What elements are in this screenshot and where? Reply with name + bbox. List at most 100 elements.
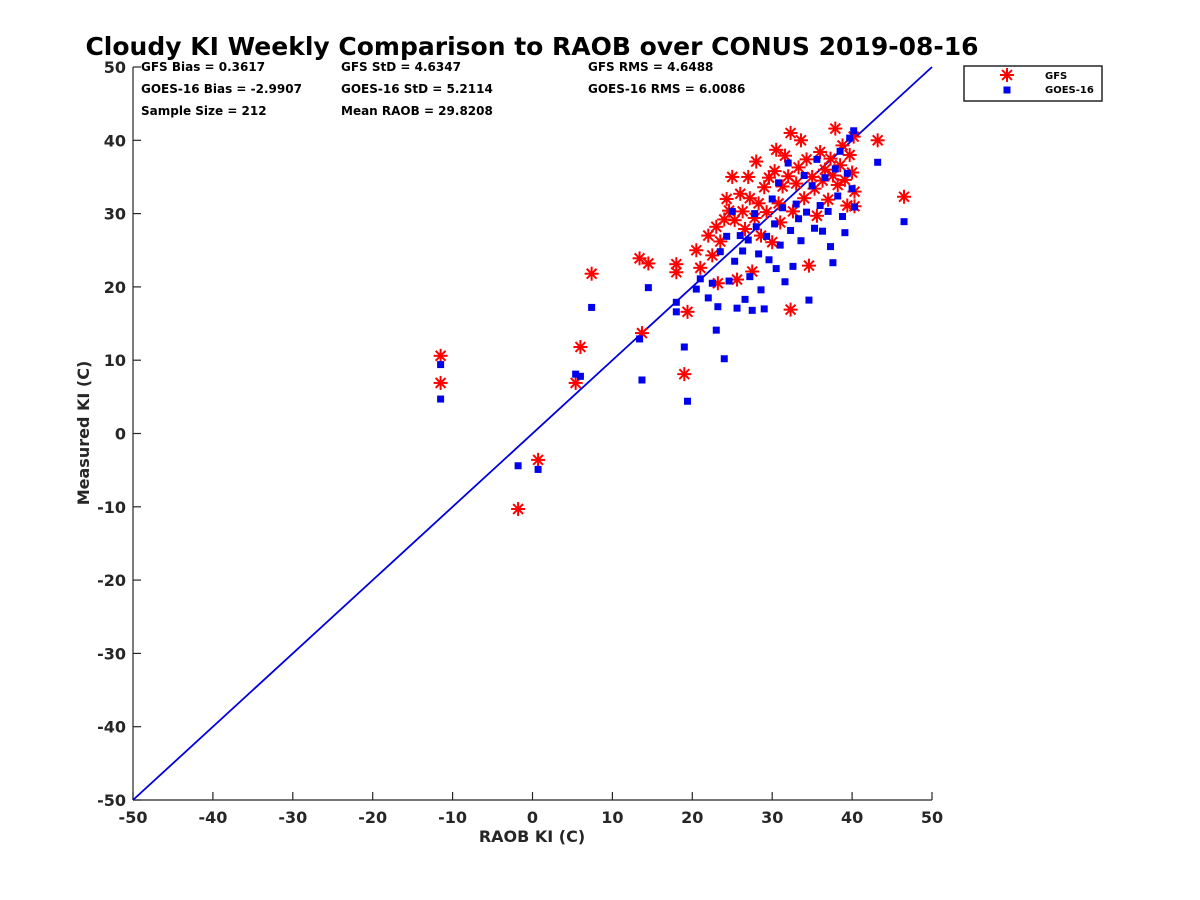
goes16-point [795,215,803,223]
gfs-point [669,265,684,280]
gfs-point [749,154,764,169]
y-tick-label: -50 [97,791,126,810]
goes16-point [834,192,842,200]
goes16-point [900,218,908,226]
series-layer [433,121,912,516]
goes16-point [760,305,768,313]
goes16-point [765,256,773,264]
goes16-point [784,159,792,167]
goes16-point [821,174,829,182]
goes16-point [680,343,688,351]
series-gfs [433,121,912,516]
goes16-point [636,335,644,343]
legend-goes16-square [1003,86,1011,94]
goes16-point [874,158,882,166]
stat-mean-raob: Mean RAOB = 29.8208 [341,104,493,118]
chart-title: Cloudy KI Weekly Comparison to RAOB over… [85,32,978,61]
goes16-point [638,376,646,384]
goes16-point [672,298,680,306]
gfs-point [751,196,766,211]
goes16-point [752,223,760,231]
goes16-point [741,295,749,303]
gfs-point [433,375,448,390]
goes16-point [768,195,776,203]
gfs-point [759,205,774,220]
gfs-point [573,340,588,355]
gfs-point [783,125,798,140]
goes16-point [839,213,847,221]
gfs-point [689,243,704,258]
x-tick-label: -50 [119,808,148,827]
x-tick-label: 0 [527,808,538,827]
series-goes-16 [437,127,908,473]
goes16-point [714,303,722,311]
statistics-annotations: GFS Bias = 0.3617 GFS StD = 4.6347 GFS R… [141,60,745,118]
x-tick-label: -30 [278,808,307,827]
gfs-point [767,164,782,179]
goes16-point [644,284,652,292]
legend-goes16-marker [1003,86,1011,94]
goes16-point [781,278,789,286]
y-tick-label: 30 [104,205,126,224]
gfs-point [705,248,720,263]
legend-box [963,65,1103,102]
gfs-point [727,213,742,228]
gfs-point [809,208,824,223]
gfs-point [813,145,828,160]
x-tick-label: -40 [198,808,227,827]
goes16-point [850,203,858,211]
goes16-point [819,227,827,235]
goes16-point [816,202,824,210]
gfs-point [433,348,448,363]
x-tick-label: 40 [841,808,863,827]
gfs-point [897,189,912,204]
goes16-point [723,232,731,240]
goes16-point [779,204,787,212]
x-tick-label: 10 [601,808,623,827]
gfs-point [793,133,808,148]
goes16-point [514,462,522,470]
legend: GFS GOES-16 [963,65,1103,102]
goes16-point [588,303,596,311]
plot-area: -50 -40 -30 -20 -10 0 10 20 30 40 50 -50-40-30-20-… [97,58,943,827]
x-tick-label: 20 [681,808,703,827]
goes16-point [744,236,752,244]
stat-sample-size: Sample Size = 212 [141,104,267,118]
gfs-point [677,367,692,382]
gfs-point [511,501,526,516]
legend-gfs-marker [1000,68,1014,82]
gfs-point [693,260,708,275]
gfs-point [741,169,756,184]
gfs-point [719,191,734,206]
goes16-point [720,355,728,363]
y-tick-label: 40 [104,131,126,150]
y-tick-label: 20 [104,278,126,297]
goes16-point [843,169,851,177]
legend-goes16-label: GOES-16 [1045,85,1094,96]
gfs-point [769,142,784,157]
gfs-point [821,192,836,207]
stat-goes16-bias: GOES-16 Bias = -2.9907 [141,82,302,96]
gfs-point [584,266,599,281]
gfs-point [531,452,546,467]
goes16-point [672,308,680,316]
y-axis-label: Measured KI (C) [74,361,93,506]
goes16-point [803,208,811,216]
goes16-point [850,127,858,135]
goes16-point [534,465,542,473]
y-tick-label: -30 [97,644,126,663]
goes16-point [572,370,580,378]
goes16-point [751,210,759,218]
x-tick-label: 30 [761,808,783,827]
y-tick-label: 50 [104,58,126,77]
goes16-point [848,185,856,193]
gfs-point [797,191,812,206]
gfs-point [701,228,716,243]
goes16-point [775,179,783,187]
goes16-point [708,279,716,287]
goes16-point [725,277,733,285]
goes16-point [829,259,837,267]
goes16-point [739,247,747,255]
goes16-point [757,286,765,294]
x-axis-ticks: -50 -40 -30 -20 -10 0 10 20 30 40 50 [119,792,943,827]
